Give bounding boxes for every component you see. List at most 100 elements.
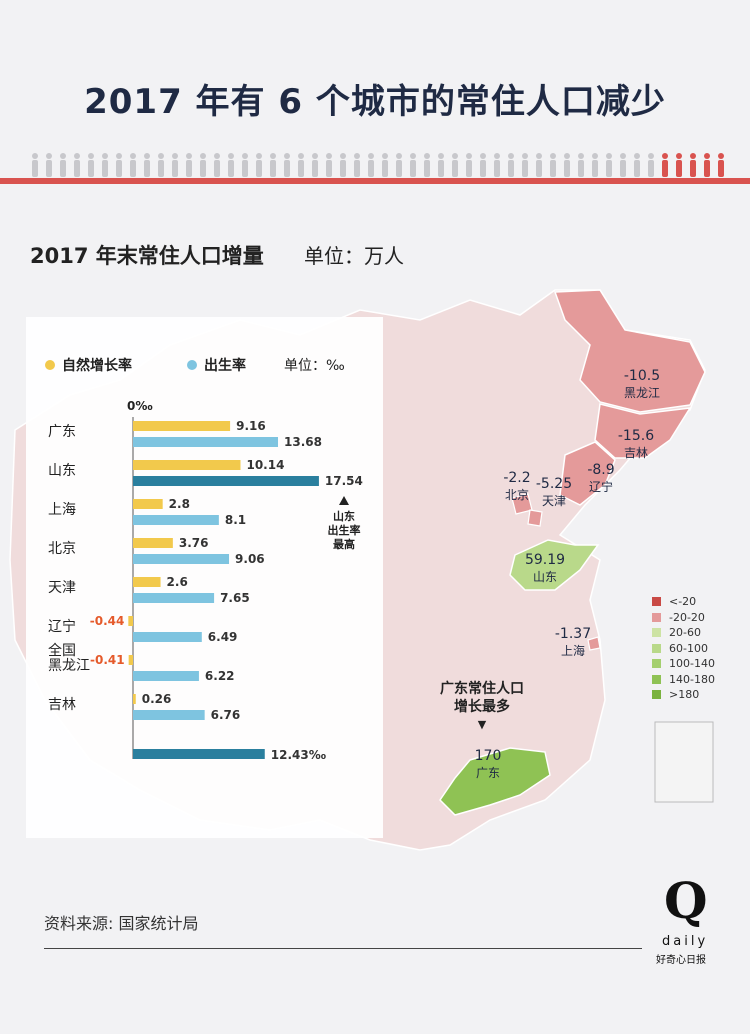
bar-natural [133, 577, 161, 587]
value-label-birth: 6.76 [211, 708, 241, 722]
map-legend-label: >180 [669, 688, 700, 702]
legend-natural-label: 自然增长率 [62, 357, 132, 374]
map-legend-item: 60-100 [652, 641, 715, 657]
map-region-name: 北京 [504, 488, 529, 502]
person-icon [88, 153, 94, 177]
value-label-birth: 17.54 [325, 474, 363, 488]
map-legend-label: 100-140 [669, 657, 715, 671]
bar-natural [128, 655, 133, 665]
person-icon [620, 153, 626, 177]
map-callout: 广东常住人口 增长最多 ▼ [440, 680, 524, 734]
source-note: 资料来源: 国家统计局 [44, 914, 199, 933]
map-region-value: -15.6 [617, 428, 655, 444]
person-icon [368, 153, 374, 177]
province-shanghai [587, 636, 601, 651]
person-icon [648, 153, 654, 177]
map-callout-arrow: ▼ [477, 718, 487, 731]
province-shandong [509, 539, 600, 591]
bar-natural [133, 694, 136, 704]
province-tianjin [527, 509, 543, 527]
province-liaoning [559, 441, 616, 506]
map-legend-swatch [652, 597, 661, 607]
person-icon [144, 153, 150, 177]
person-icon [382, 153, 388, 177]
person-icon [718, 153, 724, 177]
map-region-value: -8.9 [587, 462, 615, 478]
unit-label: 单位：万人 [304, 244, 404, 268]
person-icon [522, 153, 528, 177]
map-legend-label: 60-100 [669, 641, 708, 655]
bar-birth [133, 749, 265, 759]
map-region-label: -8.9 辽宁 [571, 462, 631, 495]
map-region-name: 天津 [541, 494, 566, 508]
map-region-label: -10.5 黑龙江 [612, 368, 672, 401]
province-guangdong [439, 747, 551, 816]
map-legend-swatch [652, 659, 661, 669]
value-label-natural: 0.26 [142, 692, 172, 706]
person-icon [354, 153, 360, 177]
value-label-birth: 13.68 [284, 435, 322, 449]
annotation-text: 最高 [333, 537, 355, 551]
bar-natural [128, 616, 133, 626]
person-icon [130, 153, 136, 177]
value-label-natural: 2.6 [167, 575, 188, 589]
map-legend-label: <-20 [669, 595, 697, 609]
person-icon [550, 153, 556, 177]
bar-birth [133, 515, 219, 525]
value-label-birth: 7.65 [220, 591, 250, 605]
legend-birth-label: 出生率 [204, 357, 246, 374]
bar-birth [133, 593, 215, 603]
bar-birth [133, 437, 279, 447]
person-icon [494, 153, 500, 177]
category-label: 上海 [48, 502, 76, 518]
person-icon [46, 153, 52, 177]
map-legend-item: 100-140 [652, 656, 715, 672]
map-legend: <-20 -20-20 20-60 60-100 100-140 140-180 >180 [652, 594, 715, 703]
map-region-name: 广东 [475, 766, 500, 780]
map-region-label: -2.2 北京 [487, 470, 547, 503]
chart-legend: 自然增长率 出生率 单位：‰ [45, 357, 345, 374]
person-icon [214, 153, 220, 177]
map-legend-swatch [652, 690, 661, 700]
person-icon [284, 153, 290, 177]
map-region-name: 辽宁 [588, 480, 613, 494]
footer-divider [44, 948, 642, 949]
bar-birth [133, 632, 202, 642]
person-icon [592, 153, 598, 177]
person-icon [676, 153, 682, 177]
person-icon [606, 153, 612, 177]
map-callout-line: 广东常住人口 [440, 681, 524, 697]
category-label: 辽宁 [48, 618, 76, 635]
person-icon [410, 153, 416, 177]
map-legend-item: -20-20 [652, 610, 715, 626]
map-legend-swatch [652, 628, 661, 638]
person-icon [466, 153, 472, 177]
map-region-name: 山东 [532, 570, 557, 584]
person-icon [228, 153, 234, 177]
map-callout-line: 增长最多 [454, 699, 510, 715]
south-china-sea-inset [654, 721, 714, 803]
map-legend-item: >180 [652, 687, 715, 703]
map-region-label: 170 广东 [458, 748, 518, 781]
person-icon [74, 153, 80, 177]
map-legend-label: 140-180 [669, 672, 715, 686]
bar-birth [133, 554, 230, 564]
person-icon [242, 153, 248, 177]
category-label: 广东 [48, 424, 76, 440]
person-icon [634, 153, 640, 177]
map-legend-item: 20-60 [652, 625, 715, 641]
person-icon [256, 153, 262, 177]
person-icon [102, 153, 108, 177]
value-label-birth: 6.22 [205, 669, 235, 683]
value-label-natural: -0.44 [90, 614, 125, 628]
person-icon [186, 153, 192, 177]
map-region-value: 59.19 [524, 552, 566, 568]
value-label-natural: 3.76 [179, 536, 209, 550]
value-label-birth: 6.49 [208, 630, 238, 644]
bar-birth [133, 476, 319, 486]
category-label: 黑龙江 [48, 658, 90, 674]
title-divider [0, 178, 750, 184]
hainan-island [439, 825, 453, 839]
person-icon [172, 153, 178, 177]
